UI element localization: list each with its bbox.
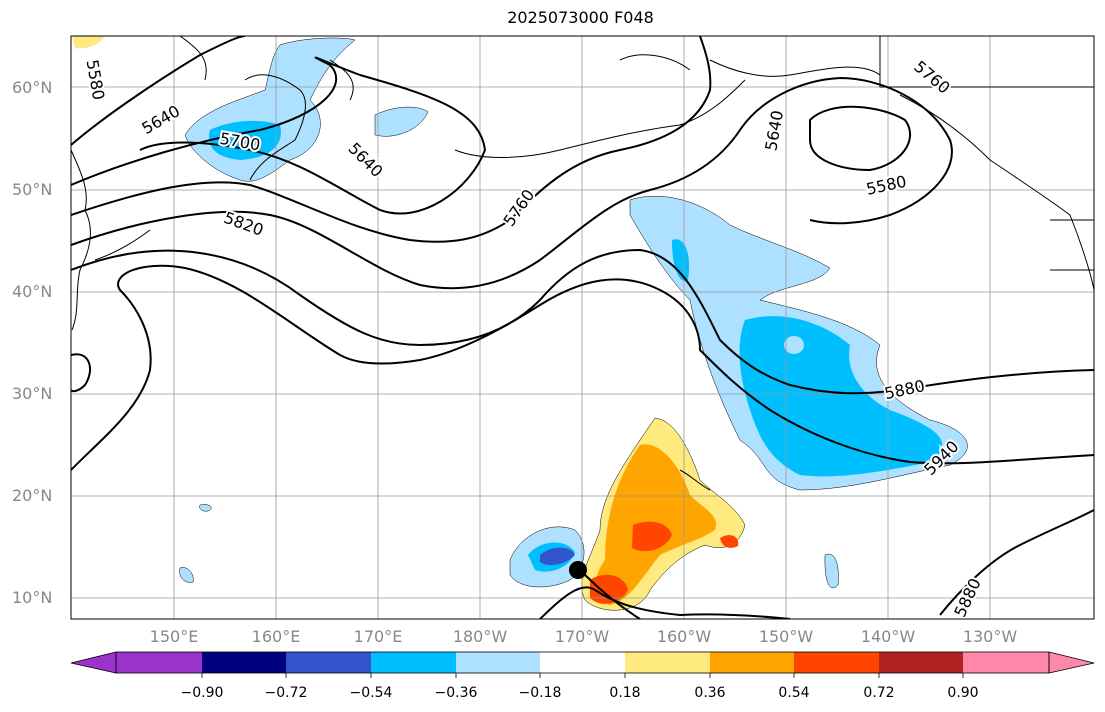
light-blue-hole — [784, 336, 804, 354]
contour-label: 5580 — [864, 172, 908, 199]
colorbar-tick-label: 0.90 — [947, 685, 979, 701]
colorbar-tick-label: −0.36 — [434, 685, 478, 701]
red-orange-fill — [632, 521, 672, 552]
colorbar-extend-low — [70, 651, 117, 674]
contour-label: 5640 — [761, 109, 787, 152]
colorbar-tick-label: 0.18 — [609, 685, 641, 701]
lon-label: 150°W — [758, 627, 814, 646]
light-blue-patch — [374, 106, 429, 137]
contour-label: 5580 — [83, 58, 109, 101]
lon-label: 180°W — [452, 627, 508, 646]
coastlines — [71, 36, 1094, 491]
map-frame — [70, 35, 1095, 620]
dark-blue-fill — [540, 547, 575, 566]
blue-fill — [739, 316, 943, 477]
negative-anomaly-region-south — [179, 504, 839, 589]
contour-label: 5640 — [344, 139, 386, 181]
lon-label: 150°E — [149, 627, 199, 646]
lon-label: 140°W — [860, 627, 916, 646]
colorbar-segment — [963, 652, 1049, 673]
light-blue-patch-tiny — [199, 504, 212, 512]
colorbar-frame — [115, 651, 1050, 674]
colorbar-tick-label: 0.54 — [778, 685, 810, 701]
colorbar-tick-label: 0.36 — [694, 685, 726, 701]
lat-label: 20°N — [12, 486, 53, 505]
colorbar-tick-label: −0.90 — [180, 685, 224, 701]
negative-anomaly-region-northwest — [184, 37, 429, 182]
light-blue-patch-west — [179, 567, 194, 583]
blue-fill-small — [672, 239, 690, 281]
colorbar-segment — [286, 652, 371, 673]
blue-fill — [209, 120, 281, 160]
positive-anomaly-region-south — [581, 417, 746, 611]
colorbar-tick-label: −0.18 — [518, 685, 562, 701]
contour-label: 5760 — [910, 57, 953, 98]
lat-label: 10°N — [12, 588, 53, 607]
lat-label: 40°N — [12, 282, 53, 301]
colorbar-tick-label: −0.72 — [264, 685, 308, 701]
cyclone-position-marker — [569, 561, 587, 579]
red-orange-fill-south — [590, 574, 628, 604]
lon-label: 130°W — [962, 627, 1018, 646]
lon-label: 160°W — [656, 627, 712, 646]
colorbar-segment — [116, 652, 202, 673]
lon-label: 170°W — [554, 627, 610, 646]
colorbar-segment — [371, 652, 456, 673]
lat-label: 50°N — [12, 180, 53, 199]
contour-label: 5760 — [499, 186, 538, 230]
lat-label: 30°N — [12, 384, 53, 403]
colorbar-segment — [202, 652, 286, 673]
colorbar-tick-label: 0.72 — [863, 685, 895, 701]
lon-label: 160°E — [251, 627, 301, 646]
colorbar-segment — [794, 652, 879, 673]
yellow-corner-fill — [72, 36, 105, 49]
colorbar-segment — [540, 652, 625, 673]
lat-label: 60°N — [12, 78, 53, 97]
colorbar-extend-high — [1048, 651, 1095, 674]
contour-label: 5640 — [138, 101, 183, 138]
red-orange-fill-east — [720, 535, 739, 548]
light-blue-patch-east — [824, 553, 839, 589]
colorbar-tick-label: −0.54 — [349, 685, 393, 701]
colorbar-segment — [456, 652, 540, 673]
negative-anomaly-region-northeast — [629, 195, 968, 491]
colorbar-segment — [710, 652, 794, 673]
colorbar-segment — [879, 652, 963, 673]
colorbar — [70, 651, 1095, 678]
map-area — [71, 36, 1094, 619]
colorbar-segment — [625, 652, 710, 673]
contour-label: 5880 — [883, 376, 927, 403]
lon-label: 170°E — [353, 627, 403, 646]
light-blue-fill — [184, 37, 356, 182]
map-title: 2025073000 F048 — [507, 8, 654, 27]
